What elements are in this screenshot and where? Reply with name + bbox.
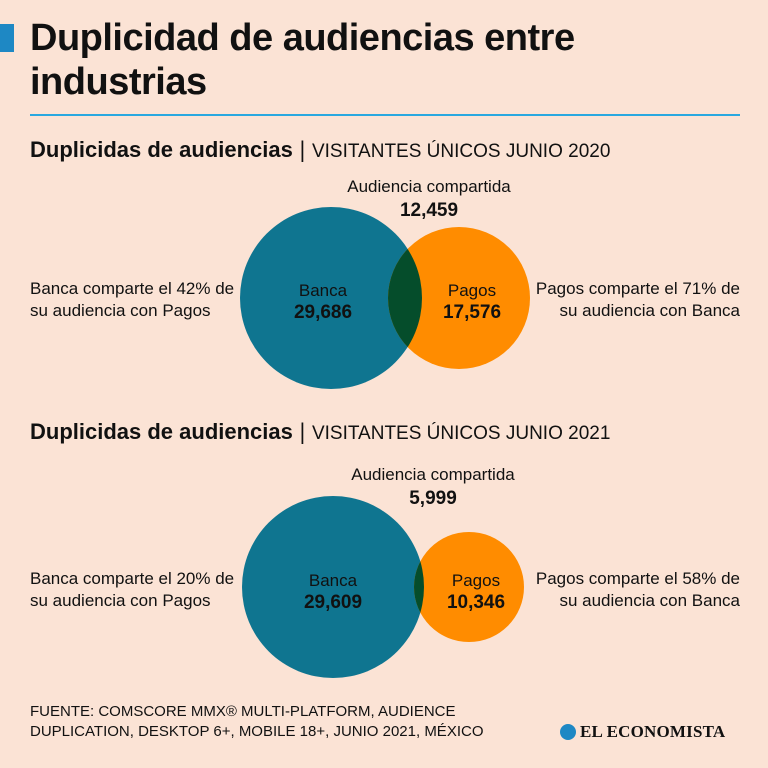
section-heading-sub: VISITANTES ÚNICOS JUNIO 2020 xyxy=(311,141,611,162)
section-heading-separator: | xyxy=(298,138,306,162)
pagos-share-text-2020: Pagos comparte el 71% de su audiencia co… xyxy=(535,279,740,320)
brand-name: EL ECONOMISTA xyxy=(580,722,726,741)
pagos-share-text-2021: Pagos comparte el 58% de su audiencia co… xyxy=(535,569,740,610)
section-heading-bold: Duplicidas de audiencias xyxy=(30,137,293,162)
economista-logo-icon xyxy=(560,724,576,740)
section-heading-2020: Duplicidas de audiencias | VISITANTES ÚNIC… xyxy=(30,136,750,166)
banca-circle-2021 xyxy=(242,496,424,678)
section-heading-2021: Duplicidas de audiencias | VISITANTES ÚNIC… xyxy=(30,418,750,448)
banca-value-2021: 29,609 xyxy=(303,592,363,613)
pagos-circle-2021 xyxy=(414,532,524,642)
section-heading-bold: Duplicidas de audiencias xyxy=(30,419,293,444)
pagos-name-2020: Pagos xyxy=(447,281,497,300)
section-heading-sub: VISITANTES ÚNICOS JUNIO 2021 xyxy=(311,423,611,444)
banca-share-text-2021: Banca comparte el 20% de su audiencia co… xyxy=(30,569,235,610)
accent-bar xyxy=(0,24,14,52)
banca-value-2020: 29,686 xyxy=(293,302,353,323)
banca-name-2020: Banca xyxy=(298,281,348,300)
brand-logo: EL ECONOMISTA xyxy=(560,722,725,742)
banca-name-2021: Banca xyxy=(308,571,358,590)
shared-audience-label-2021: Audiencia compartida xyxy=(351,465,515,484)
source-note: FUENTE: COMSCORE MMX® MULTI-PLATFORM, AU… xyxy=(30,703,484,740)
page-title: Duplicidad de audiencias entre industria… xyxy=(30,17,575,103)
pagos-value-2020: 17,576 xyxy=(442,302,502,323)
shared-audience-value-2021: 5,999 xyxy=(409,488,457,509)
shared-audience-value-2020: 12,459 xyxy=(399,200,459,221)
banca-circle-2020 xyxy=(240,207,422,389)
title-rule xyxy=(30,114,740,116)
shared-audience-label-2020: Audiencia compartida xyxy=(347,177,511,196)
pagos-value-2021: 10,346 xyxy=(446,592,506,613)
banca-share-text-2020: Banca comparte el 42% de su audiencia co… xyxy=(30,279,235,320)
pagos-name-2021: Pagos xyxy=(451,571,501,590)
section-heading-separator: | xyxy=(298,420,306,444)
pagos-circle-2020 xyxy=(388,227,530,369)
